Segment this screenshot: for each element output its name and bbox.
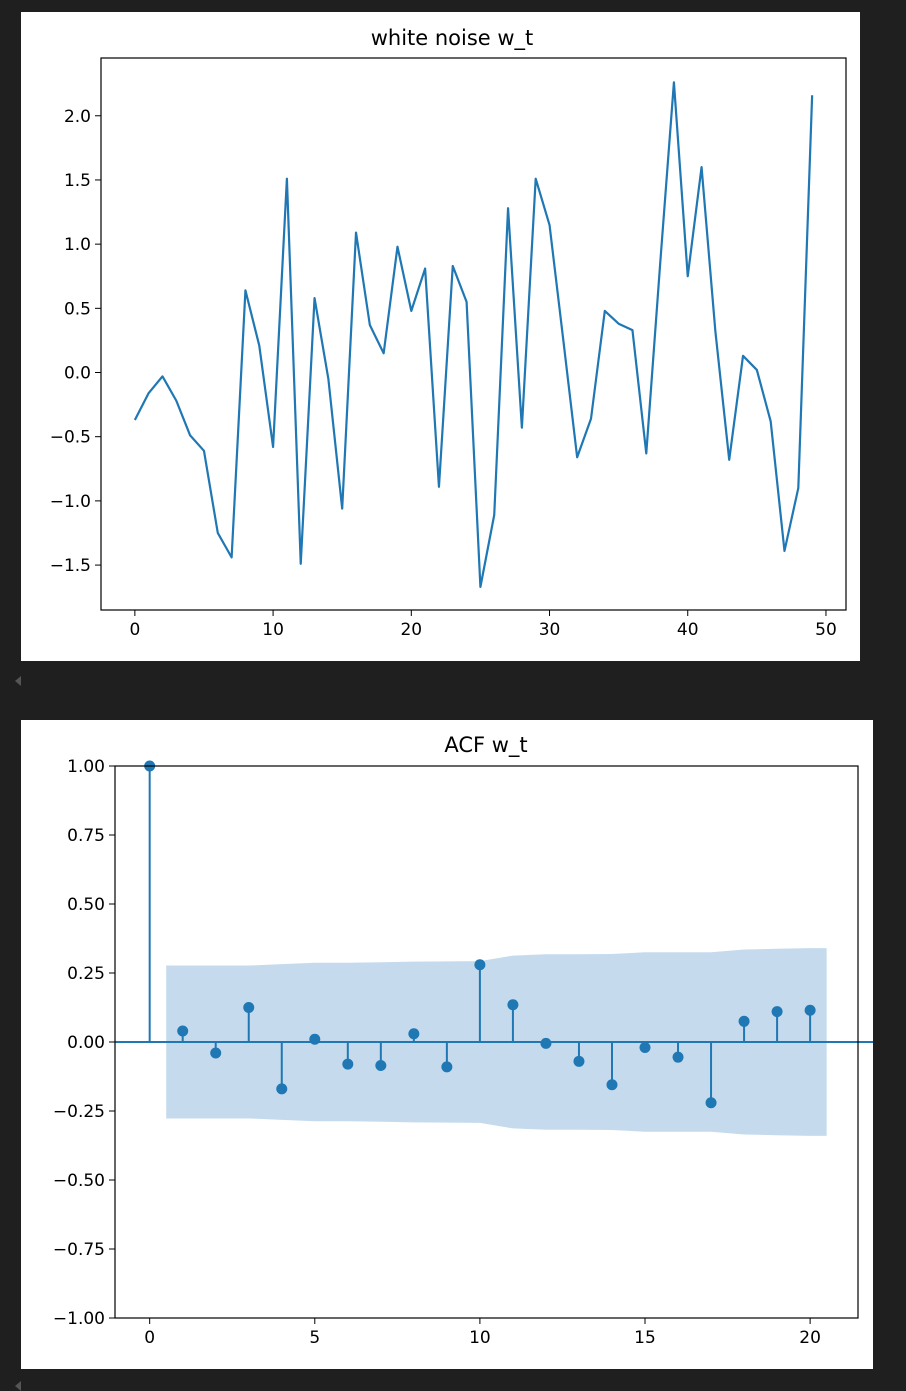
acf-marker — [177, 1025, 189, 1037]
y-tick-label: 2.0 — [64, 107, 91, 127]
acf-marker — [309, 1033, 321, 1045]
y-tick-label: −0.5 — [50, 428, 91, 448]
x-tick-label: 50 — [815, 620, 837, 640]
y-tick-label: 0.5 — [64, 299, 91, 319]
acf-chart-panel: ACF w_t 0 5 10 15 20 −1.00 −0.75 −0.50 −0.25 0.00… — [21, 720, 878, 1369]
output-scroll-marker — [15, 676, 21, 686]
acf-marker — [738, 1015, 750, 1027]
y-tick-label: −0.75 — [53, 1240, 105, 1260]
chart-title: white noise w_t — [371, 26, 534, 51]
white-noise-chart-panel: white noise w_t 0 10 20 30 40 50 −1.5 −1.0 −0.5 0… — [21, 12, 860, 661]
x-tick-label: 0 — [144, 1328, 155, 1348]
x-tick-label: 10 — [262, 620, 284, 640]
y-tick-label: 1.00 — [67, 757, 105, 777]
acf-marker — [573, 1055, 585, 1067]
y-tick-label: 0.00 — [67, 1033, 105, 1053]
chart-title: ACF w_t — [444, 733, 527, 758]
x-tick-label: 20 — [400, 620, 422, 640]
y-tick-label: −1.5 — [50, 556, 91, 576]
acf-chart: ACF w_t 0 5 10 15 20 −1.00 −0.75 −0.50 −0.25 0.00… — [53, 733, 878, 1348]
x-tick-label: 20 — [799, 1328, 821, 1348]
acf-marker — [672, 1051, 684, 1063]
x-tick-label: 5 — [309, 1328, 320, 1348]
y-tick-label: −0.25 — [53, 1102, 105, 1122]
x-tick-label: 40 — [677, 620, 699, 640]
acf-marker — [705, 1097, 717, 1109]
x-tick-label: 10 — [469, 1328, 491, 1348]
white-noise-chart: white noise w_t 0 10 20 30 40 50 −1.5 −1.0 −0.5 0… — [50, 26, 847, 640]
acf-marker — [771, 1006, 783, 1018]
acf-marker — [804, 1004, 816, 1016]
plot-frame — [100, 57, 847, 611]
acf-marker — [342, 1058, 354, 1070]
y-tick-label: −1.00 — [53, 1309, 105, 1329]
x-tick-label: 15 — [634, 1328, 656, 1348]
y-tick-label: 1.0 — [64, 235, 91, 255]
y-tick-label: 0.0 — [64, 364, 91, 384]
acf-marker — [243, 1002, 255, 1013]
x-tick-label: 0 — [129, 620, 140, 640]
x-tick-label: 30 — [539, 620, 561, 640]
acf-marker — [606, 1079, 618, 1091]
acf-marker — [441, 1061, 453, 1073]
y-tick-label: 0.50 — [67, 895, 105, 915]
acf-marker — [540, 1037, 552, 1049]
y-tick-label: −0.50 — [53, 1171, 105, 1191]
acf-marker — [408, 1028, 420, 1040]
acf-marker — [507, 999, 519, 1011]
y-tick-label: 0.75 — [67, 826, 105, 846]
y-tick-label: 1.5 — [64, 171, 91, 191]
acf-marker — [375, 1059, 387, 1071]
y-tick-label: −1.0 — [50, 492, 91, 512]
y-tick-label: 0.25 — [67, 964, 105, 984]
acf-marker — [474, 959, 486, 971]
series-line — [133, 81, 814, 588]
output-scroll-marker — [15, 1381, 21, 1391]
acf-marker — [639, 1042, 651, 1054]
acf-marker — [210, 1047, 222, 1059]
acf-marker — [276, 1083, 288, 1095]
